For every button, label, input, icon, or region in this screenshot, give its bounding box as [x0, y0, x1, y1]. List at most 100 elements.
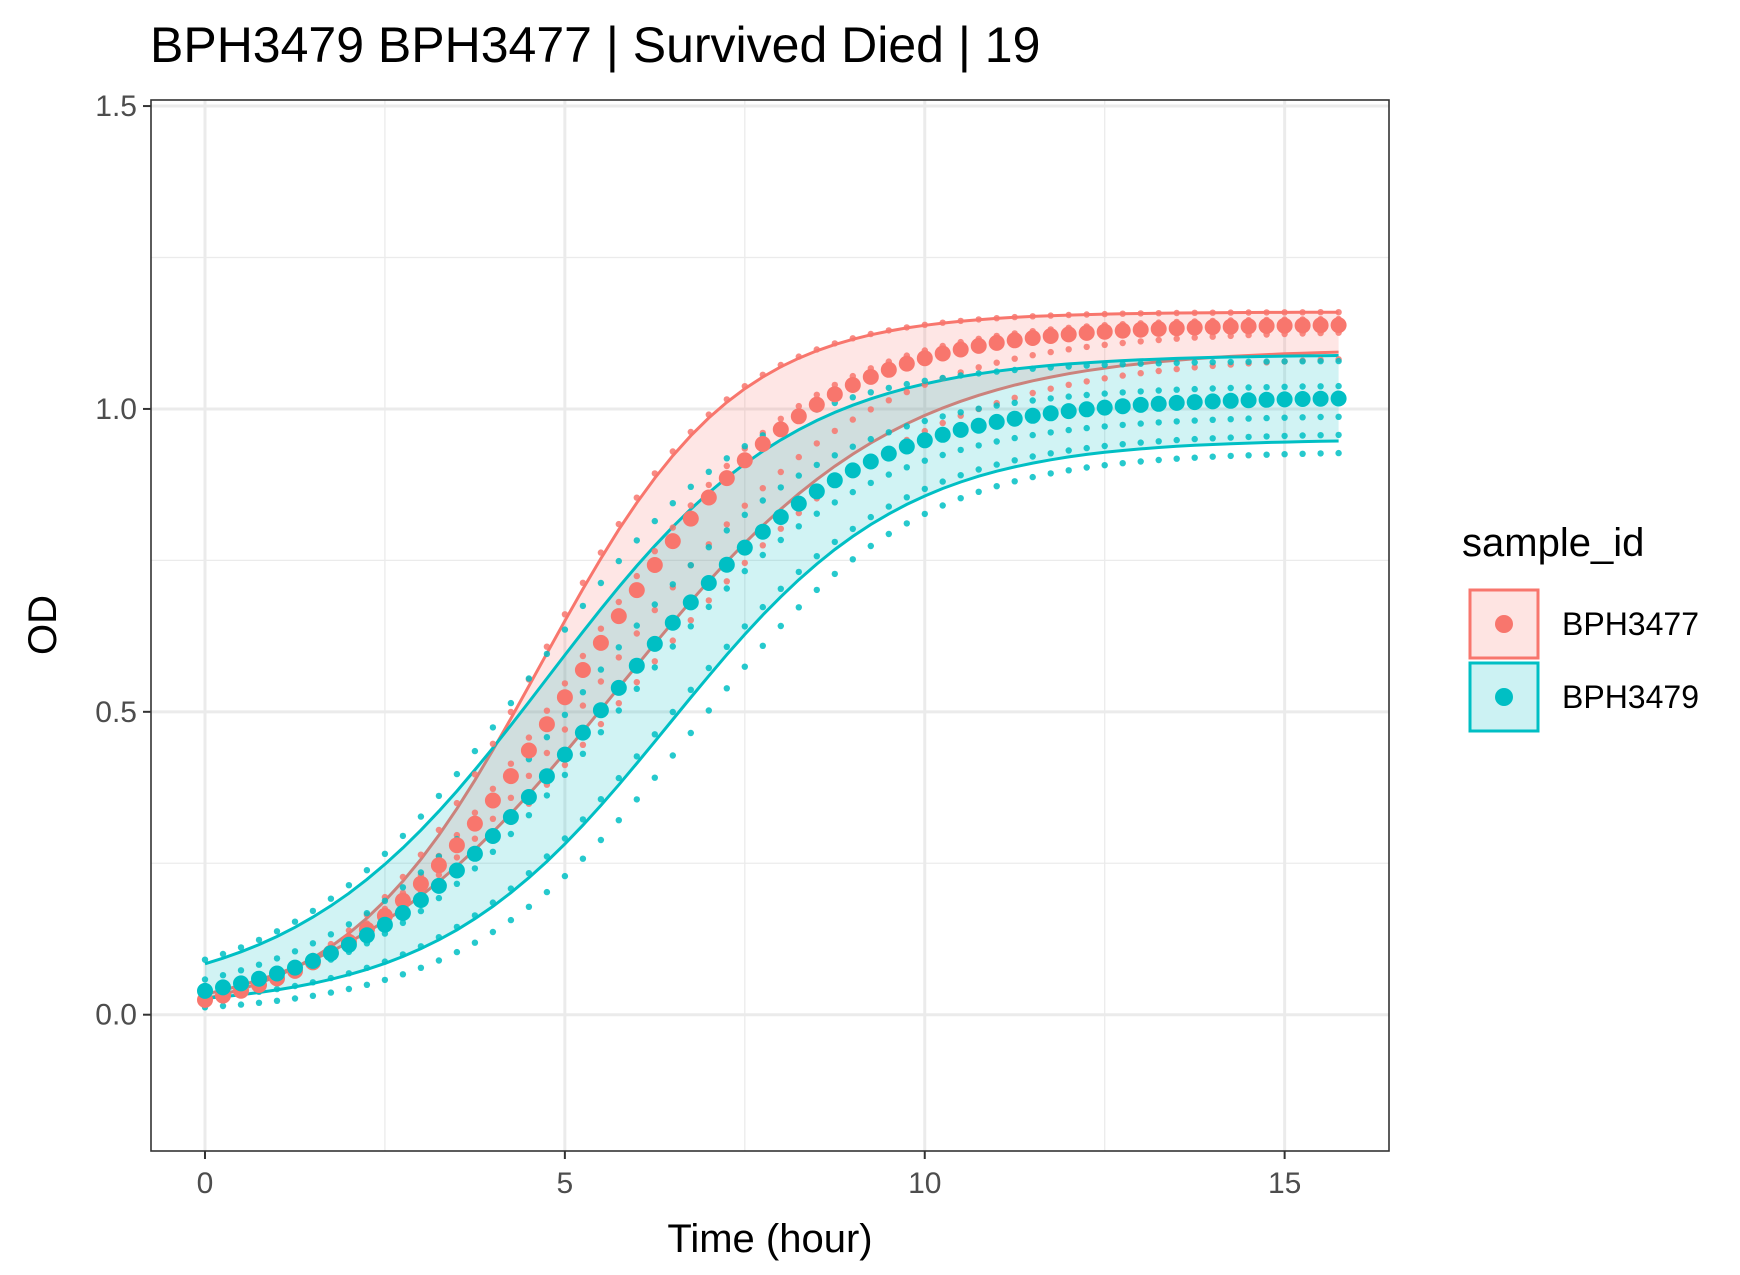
mean-point-BPH3479 [628, 657, 645, 674]
replicate-point-BPH3479-2 [291, 948, 299, 955]
replicate-point-BPH3479-3 [795, 523, 802, 530]
replicate-point-BPH3477-2 [795, 402, 802, 410]
replicate-point-BPH3479-1 [201, 956, 209, 963]
replicate-point-BPH3479-3 [957, 446, 964, 454]
replicate-point-BPH3479-2 [219, 972, 227, 979]
replicate-point-BPH3477-3 [831, 427, 838, 435]
replicate-point-BPH3477-1 [417, 851, 425, 858]
replicate-point-BPH3477-2 [669, 524, 676, 531]
replicate-point-BPH3479-1 [273, 928, 281, 935]
replicate-point-BPH3479-5 [903, 520, 910, 527]
replicate-point-BPH3479-2 [615, 644, 622, 651]
replicate-point-BPH3479-2 [1029, 397, 1036, 404]
replicate-point-BPH3477-1 [507, 708, 515, 716]
replicate-point-BPH3479-3 [759, 551, 766, 559]
mean-point-BPH3477 [466, 815, 483, 832]
replicate-point-BPH3477-3 [1065, 346, 1072, 353]
band-upper-line-BPH3477 [204, 310, 1339, 1001]
mean-point-BPH3479 [197, 982, 213, 999]
replicate-point-BPH3477-1 [1137, 310, 1144, 317]
replicate-point-BPH3479-3 [633, 685, 640, 692]
replicate-point-BPH3477-3 [723, 521, 730, 528]
replicate-point-BPH3479-5 [255, 999, 263, 1006]
replicate-point-BPH3477-3 [633, 630, 640, 637]
mean-point-BPH3477 [1060, 326, 1077, 343]
mean-point-BPH3477 [916, 350, 933, 367]
replicate-point-BPH3477-3 [885, 397, 892, 404]
replicate-point-BPH3477-2 [507, 760, 515, 767]
replicate-point-BPH3479-3 [651, 664, 658, 671]
mean-point-BPH3479 [484, 828, 501, 844]
replicate-point-BPH3479-1 [435, 792, 443, 800]
replicate-point-BPH3479-1 [543, 650, 551, 658]
replicate-point-BPH3477-4 [1029, 389, 1036, 397]
replicate-point-BPH3477-1 [813, 346, 820, 353]
replicate-point-BPH3479-3 [1173, 418, 1180, 425]
replicate-point-BPH3477-1 [939, 319, 946, 326]
replicate-point-BPH3479-1 [705, 468, 712, 475]
replicate-point-BPH3479-3 [669, 643, 676, 650]
replicate-point-BPH3479-4 [1281, 432, 1288, 440]
mean-point-BPH3479 [1150, 395, 1167, 412]
replicate-point-BPH3479-2 [363, 910, 371, 917]
replicate-point-BPH3479-2 [723, 527, 730, 534]
replicate-point-BPH3479-5 [687, 729, 694, 737]
replicate-point-BPH3479-5 [435, 957, 443, 964]
replicate-point-BPH3479-4 [1083, 444, 1090, 452]
replicate-point-BPH3479-4 [1299, 432, 1306, 439]
replicate-point-BPH3479-3 [705, 603, 712, 611]
replicate-point-BPH3479-2 [1083, 391, 1090, 399]
replicate-point-BPH3477-1 [435, 826, 443, 834]
replicate-point-BPH3477-4 [579, 741, 587, 748]
replicate-point-BPH3477-4 [597, 720, 605, 728]
replicate-point-BPH3479-4 [939, 478, 946, 485]
mean-point-BPH3477 [1294, 317, 1311, 334]
replicate-point-BPH3479-1 [327, 895, 335, 902]
replicate-point-BPH3479-5 [345, 985, 353, 993]
replicate-point-BPH3479-2 [561, 711, 569, 718]
replicate-point-BPH3479-5 [417, 964, 425, 971]
replicate-point-BPH3477-3 [975, 364, 982, 371]
replicate-point-BPH3479-1 [417, 813, 425, 820]
mean-point-BPH3479 [1114, 398, 1131, 415]
replicate-point-BPH3477-1 [831, 340, 838, 347]
replicate-point-BPH3477-4 [669, 637, 676, 644]
replicate-point-BPH3477-1 [1281, 309, 1288, 316]
mean-point-BPH3479 [1132, 396, 1149, 413]
replicate-point-BPH3479-2 [1101, 390, 1108, 397]
mean-point-BPH3479 [340, 936, 357, 953]
replicate-point-BPH3477-1 [687, 428, 694, 436]
mean-point-BPH3479 [1240, 392, 1257, 409]
replicate-point-BPH3479-4 [993, 461, 1000, 468]
replicate-point-BPH3479-1 [471, 747, 479, 755]
mean-point-BPH3477 [610, 608, 627, 625]
mean-point-BPH3479 [1024, 407, 1041, 424]
legend-entry-BPH3479: BPH3479 [1468, 661, 1699, 733]
replicate-point-BPH3479-3 [1335, 413, 1342, 420]
replicate-point-BPH3479-5 [759, 642, 766, 649]
mean-point-BPH3479 [1312, 390, 1329, 407]
mean-points [197, 317, 1347, 1008]
replicate-point-BPH3479-4 [489, 899, 497, 906]
replicate-point-BPH3479-1 [1335, 357, 1342, 365]
replicate-point-BPH3479-3 [813, 510, 820, 517]
replicate-point-BPH3479-4 [309, 979, 317, 986]
mean-point-BPH3479 [1042, 405, 1059, 422]
mean-point-BPH3477 [448, 837, 465, 854]
replicate-point-BPH3477-1 [615, 520, 622, 528]
mean-point-BPH3479 [862, 453, 879, 470]
replicate-point-BPH3479-3 [615, 707, 622, 714]
replicate-point-BPH3479-5 [579, 855, 587, 862]
replicate-point-BPH3479-2 [633, 622, 640, 629]
replicate-point-BPH3479-4 [1047, 450, 1054, 457]
replicate-point-BPH3477-3 [651, 606, 658, 614]
replicate-point-BPH3479-2 [1047, 395, 1054, 402]
replicate-point-BPH3479-4 [777, 585, 784, 592]
replicate-point-BPH3479-5 [1263, 451, 1270, 458]
mean-point-BPH3477 [502, 768, 519, 785]
mean-point-BPH3477 [664, 533, 681, 550]
replicate-point-BPH3479-2 [741, 511, 748, 518]
replicate-point-BPH3479-2 [417, 869, 425, 876]
replicate-point-BPH3477-1 [1209, 309, 1216, 316]
replicate-point-BPH3479-2 [309, 940, 317, 947]
